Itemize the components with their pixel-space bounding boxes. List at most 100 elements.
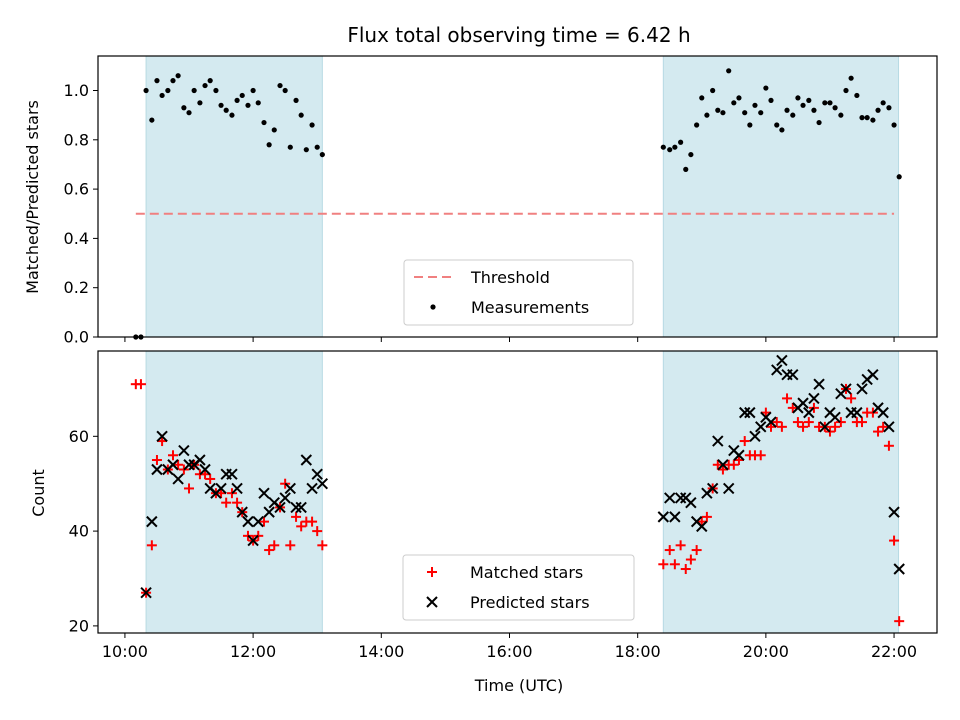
marker-stroke	[722, 482, 735, 495]
marker-stroke	[268, 496, 280, 509]
top-data-point	[843, 87, 849, 94]
bottom-data-point	[221, 497, 232, 508]
bottom-data-point	[696, 520, 708, 533]
bottom-data-point	[755, 450, 766, 461]
top-data-point	[699, 95, 705, 101]
x-tick-label: 10:00	[102, 642, 148, 661]
top-y-tick-label: 0.8	[64, 130, 89, 149]
top-data-point	[667, 147, 673, 153]
bottom-data-point	[733, 449, 745, 461]
top-data-point	[720, 110, 726, 116]
bottom-data-point	[685, 496, 697, 509]
chart-title: Flux total observing time = 6.42 h	[347, 23, 690, 47]
top-data-point	[678, 139, 684, 145]
top-data-point	[822, 100, 828, 106]
top-data-point	[688, 151, 694, 158]
top-data-point	[234, 97, 240, 103]
bottom-data-point	[739, 406, 751, 419]
top-data-point	[197, 100, 203, 106]
bottom-data-point	[771, 364, 783, 376]
top-data-point	[319, 151, 325, 158]
bottom-data-point	[215, 482, 227, 495]
bottom-data-point	[236, 506, 248, 518]
top-data-point	[832, 105, 838, 111]
bottom-data-point	[744, 406, 756, 419]
top-data-point	[213, 87, 219, 94]
marker-stroke	[867, 368, 879, 381]
bottom-data-point	[792, 417, 803, 428]
bottom-data-point	[664, 492, 676, 504]
bottom-data-point	[194, 454, 206, 466]
legend-marker	[430, 304, 436, 310]
x-tick-label: 22:00	[871, 642, 917, 661]
legend-entry-label: Matched stars	[470, 563, 583, 582]
bottom-data-point	[258, 487, 270, 499]
bottom-data-point	[722, 482, 735, 495]
bottom-data-point	[856, 383, 868, 395]
legend-marker	[427, 567, 437, 577]
top-data-point	[726, 68, 732, 74]
top-data-point	[704, 112, 710, 118]
marker-stroke	[739, 406, 751, 419]
bottom-data-point	[873, 426, 884, 437]
top-data-point	[250, 87, 256, 94]
marker-stroke	[311, 468, 323, 480]
top-y-axis-label: Matched/Predicted stars	[23, 100, 42, 294]
top-data-point	[218, 102, 224, 108]
bottom-data-point	[867, 368, 879, 381]
marker-stroke	[755, 421, 767, 433]
top-data-point	[758, 110, 764, 116]
top-data-point	[298, 112, 304, 118]
marker-stroke	[231, 482, 243, 495]
top-data-point	[763, 85, 769, 91]
top-data-point	[715, 107, 721, 113]
x-tick-label: 12:00	[230, 642, 276, 661]
bottom-data-point	[658, 559, 669, 570]
bottom-data-point	[776, 354, 788, 367]
top-data-point	[816, 119, 822, 126]
bottom-data-point	[242, 515, 254, 528]
marker-stroke	[888, 506, 900, 518]
marker-stroke	[242, 515, 254, 528]
top-data-point	[181, 105, 187, 111]
top-data-point	[154, 78, 160, 84]
marker-stroke	[851, 406, 863, 419]
bottom-legend: Matched stars Predicted stars	[402, 554, 635, 621]
marker-stroke	[685, 496, 697, 509]
marker-stroke	[749, 430, 761, 443]
marker-stroke	[829, 411, 841, 424]
bottom-data-point	[183, 459, 195, 471]
bottom-data-point	[311, 468, 323, 480]
top-data-point	[891, 122, 897, 128]
top-data-point	[266, 142, 272, 148]
top-data-point	[261, 119, 267, 126]
marker-stroke	[771, 364, 783, 376]
top-data-point	[864, 115, 870, 121]
bottom-data-point	[691, 545, 702, 556]
top-data-point	[736, 95, 742, 101]
bottom-data-point	[728, 459, 739, 470]
marker-stroke	[819, 421, 831, 433]
top-y-tick-label: 0.2	[64, 278, 89, 297]
top-data-point	[811, 107, 817, 113]
legend-entry-label: Measurements	[471, 298, 589, 317]
marker-stroke	[300, 454, 313, 466]
top-data-point	[784, 107, 790, 113]
bottom-data-point	[274, 501, 286, 514]
bottom-data-point	[808, 392, 820, 405]
top-data-point	[806, 97, 812, 103]
marker-stroke	[284, 482, 296, 495]
bottom-data-point	[291, 511, 302, 522]
top-data-point	[795, 95, 801, 101]
bottom-data-point	[830, 421, 841, 432]
top-y-tick-label: 0.0	[64, 328, 89, 347]
bottom-data-point	[717, 459, 729, 471]
marker-stroke	[295, 501, 307, 514]
top-data-point	[870, 117, 876, 123]
bottom-data-point	[674, 492, 687, 504]
bottom-data-point	[173, 459, 184, 470]
marker-stroke	[803, 406, 815, 419]
bottom-data-point	[264, 545, 275, 556]
marker-stroke	[199, 463, 211, 476]
